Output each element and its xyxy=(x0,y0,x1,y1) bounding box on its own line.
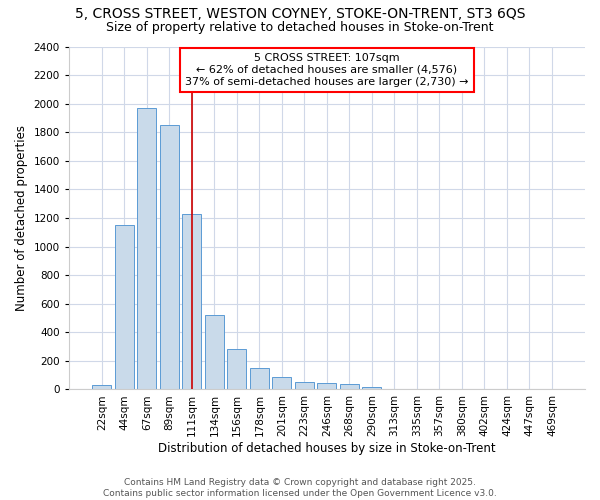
Bar xyxy=(92,385,112,390)
Y-axis label: Number of detached properties: Number of detached properties xyxy=(15,125,28,311)
Bar xyxy=(272,376,292,390)
Bar xyxy=(182,214,202,390)
Bar xyxy=(250,368,269,390)
Bar xyxy=(160,125,179,390)
Bar xyxy=(137,108,157,390)
Bar xyxy=(340,384,359,390)
Bar xyxy=(317,383,337,390)
Text: Size of property relative to detached houses in Stoke-on-Trent: Size of property relative to detached ho… xyxy=(106,21,494,34)
Text: 5 CROSS STREET: 107sqm
← 62% of detached houses are smaller (4,576)
37% of semi-: 5 CROSS STREET: 107sqm ← 62% of detached… xyxy=(185,54,469,86)
Bar xyxy=(295,382,314,390)
Bar xyxy=(115,225,134,390)
Bar xyxy=(205,315,224,390)
Bar xyxy=(385,388,404,390)
Bar xyxy=(227,350,247,390)
Text: Contains HM Land Registry data © Crown copyright and database right 2025.
Contai: Contains HM Land Registry data © Crown c… xyxy=(103,478,497,498)
Bar xyxy=(362,388,382,390)
Text: 5, CROSS STREET, WESTON COYNEY, STOKE-ON-TRENT, ST3 6QS: 5, CROSS STREET, WESTON COYNEY, STOKE-ON… xyxy=(75,8,525,22)
Bar xyxy=(407,388,427,390)
X-axis label: Distribution of detached houses by size in Stoke-on-Trent: Distribution of detached houses by size … xyxy=(158,442,496,455)
